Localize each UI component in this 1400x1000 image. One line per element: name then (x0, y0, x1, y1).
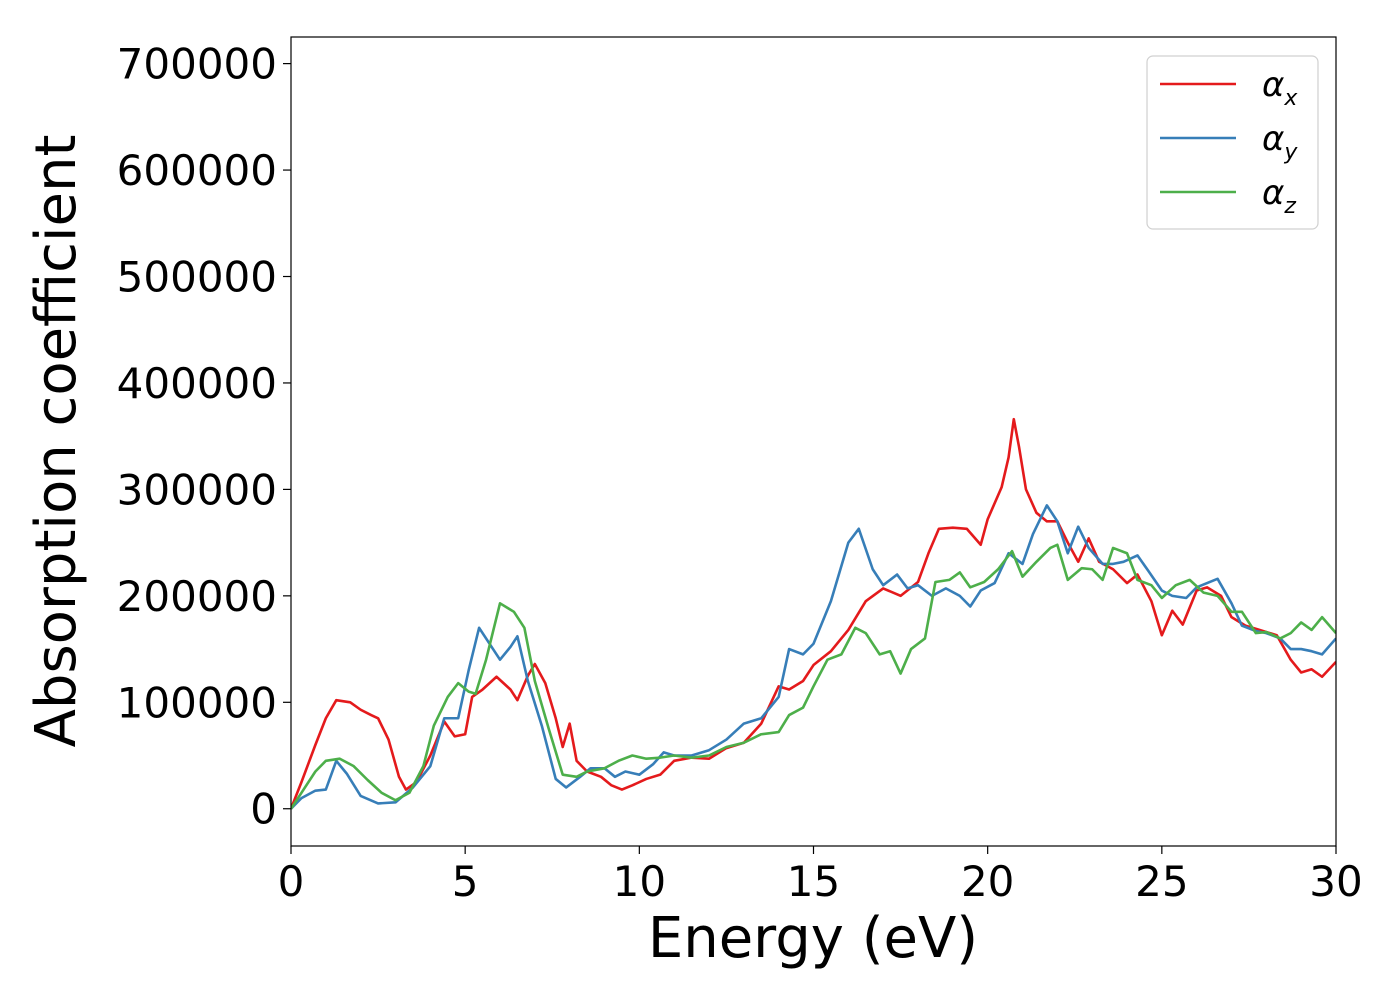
series-layer (291, 417, 1336, 810)
y-axis-title: Absorption coefficient (24, 135, 89, 748)
y-tick-label: 600000 (117, 146, 277, 195)
x-tick-label: 10 (613, 857, 666, 906)
legend: αx αy αz (1146, 55, 1319, 230)
series-line-y (291, 504, 1336, 810)
y-tick-label: 100000 (117, 678, 277, 727)
x-axis-title: Energy (eV) (648, 906, 978, 971)
x-tick-label: 30 (1309, 857, 1362, 906)
y-axis-ticks: 0 100000 200000 300000 400000 500000 600000 700… (117, 40, 291, 834)
y-tick-label: 200000 (117, 572, 277, 621)
legend-box (1146, 55, 1319, 230)
x-axis-ticks: 0 5 10 15 20 25 30 (278, 846, 1363, 906)
x-tick-label: 0 (278, 857, 305, 906)
x-tick-label: 15 (787, 857, 840, 906)
legend-label-y: αy (1262, 119, 1298, 165)
y-tick-label: 700000 (117, 40, 277, 89)
y-tick-label: 0 (250, 785, 277, 834)
series-line-z (291, 543, 1336, 810)
x-tick-label: 25 (1135, 857, 1188, 906)
y-tick-label: 300000 (117, 465, 277, 514)
legend-label-z: αz (1262, 173, 1296, 219)
x-tick-label: 5 (452, 857, 479, 906)
legend-label-x: αx (1262, 65, 1298, 111)
y-tick-label: 500000 (117, 253, 277, 302)
x-tick-label: 20 (961, 857, 1014, 906)
series-line-x (291, 417, 1336, 810)
y-tick-label: 400000 (117, 359, 277, 408)
